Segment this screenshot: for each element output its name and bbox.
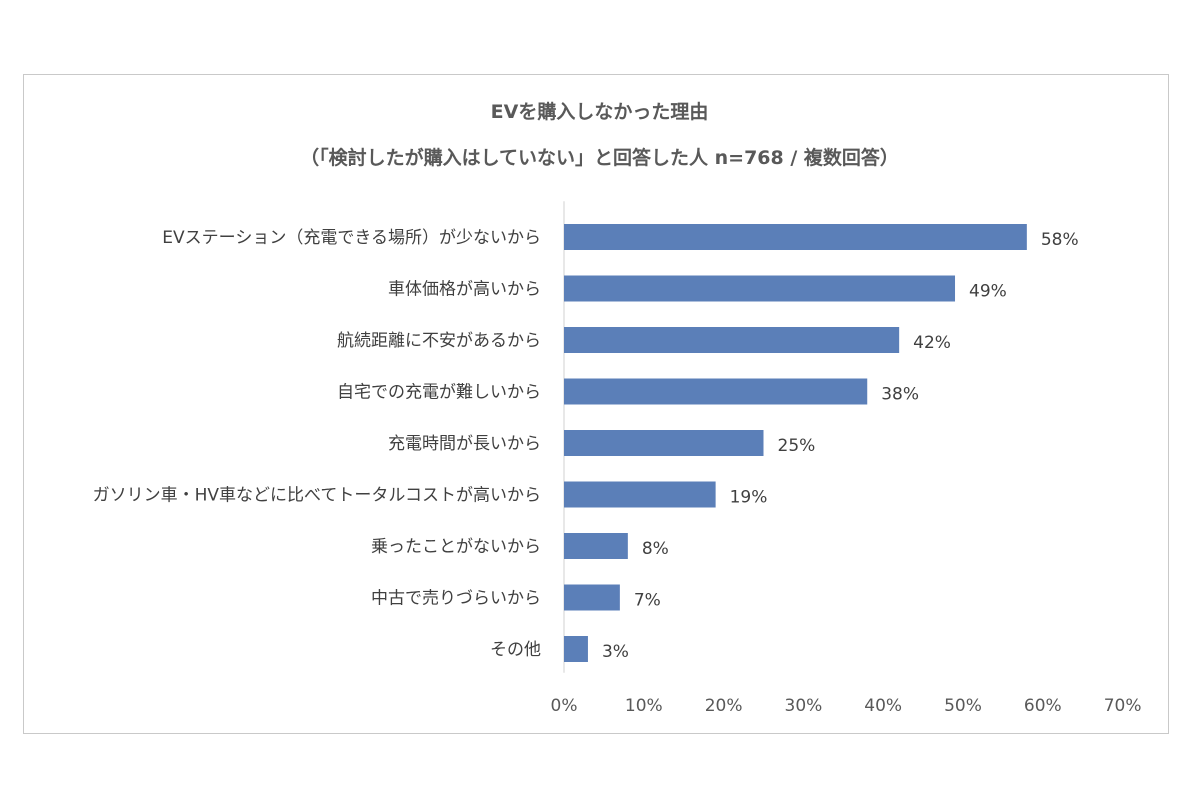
data-label: 25%	[778, 436, 816, 456]
data-label: 8%	[642, 539, 669, 559]
category-label: 自宅での充電が難しいから	[337, 383, 541, 403]
x-tick-label: 0%	[551, 696, 578, 716]
bar	[564, 327, 900, 353]
data-label: 58%	[1041, 230, 1079, 250]
bar	[564, 378, 868, 405]
bar	[564, 533, 628, 559]
category-label: 充電時間が長いから	[388, 434, 541, 454]
x-tick-label: 70%	[1104, 696, 1142, 716]
data-label: 38%	[881, 385, 919, 405]
chart-subtitle: （「検討したが購入はしていない」と回答した人 n=768 / 複数回答）	[300, 147, 899, 169]
data-label: 3%	[602, 642, 629, 662]
category-label: EVステーション（充電できる場所）が少ないから	[162, 228, 541, 248]
bar	[564, 481, 716, 508]
data-label: 42%	[913, 333, 951, 353]
x-tick-label: 30%	[785, 696, 823, 716]
bar	[564, 584, 620, 611]
data-label: 49%	[969, 282, 1007, 302]
category-label: 車体価格が高いから	[388, 280, 541, 300]
category-label: 中古で売りづらいから	[371, 589, 541, 609]
category-label: その他	[490, 640, 541, 660]
x-tick-label: 20%	[705, 696, 743, 716]
category-label: 乗ったことがないから	[371, 537, 541, 557]
chart-title: EVを購入しなかった理由	[490, 101, 709, 123]
category-label: ガソリン車・HV車などに比べてトータルコストが高いから	[93, 486, 541, 506]
bar	[564, 636, 588, 662]
bar	[564, 224, 1027, 250]
x-tick-label: 10%	[625, 696, 663, 716]
x-tick-label: 50%	[944, 696, 982, 716]
category-label: 航続距離に不安があるから	[337, 331, 541, 351]
x-tick-label: 60%	[1024, 696, 1062, 716]
data-label: 19%	[730, 488, 768, 508]
data-label: 7%	[634, 591, 661, 611]
bar	[564, 430, 764, 456]
bar	[564, 275, 956, 302]
x-tick-label: 40%	[864, 696, 902, 716]
